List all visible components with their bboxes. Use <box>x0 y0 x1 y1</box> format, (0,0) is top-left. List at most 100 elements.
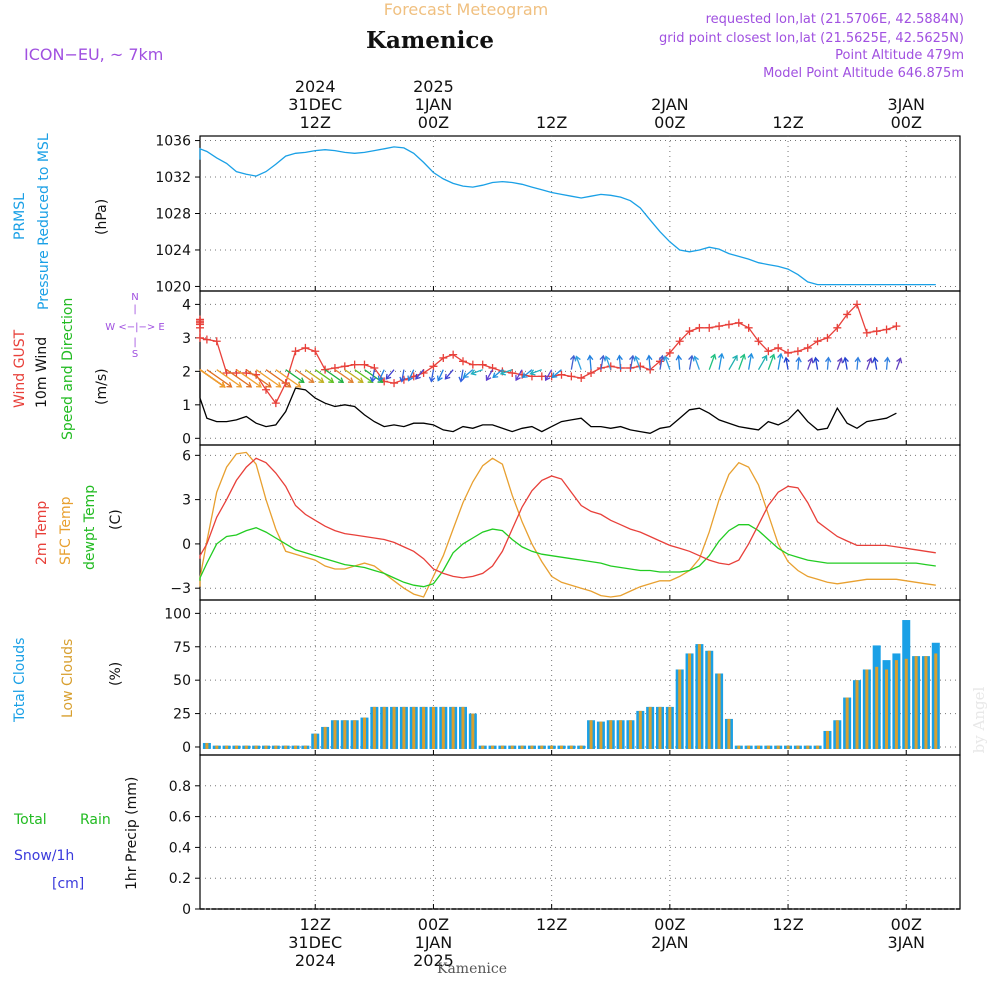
low-cloud-bar <box>234 745 238 749</box>
low-cloud-bar <box>589 720 593 749</box>
wind-direction-arrowhead <box>777 352 784 359</box>
low-cloud-bar <box>205 742 209 749</box>
low-cloud-bar <box>500 745 504 749</box>
wind-direction-arrow <box>708 354 716 370</box>
gust-marker <box>390 379 399 388</box>
total-label: Total <box>13 812 47 828</box>
wind-direction-arrowhead <box>338 377 345 383</box>
low-cloud-bar <box>619 720 623 749</box>
gust-marker <box>734 318 743 327</box>
low-cloud-bar <box>638 710 642 749</box>
wind-direction-arrow <box>785 357 789 370</box>
gust-marker <box>468 360 477 369</box>
low-cloud-bar <box>658 706 662 749</box>
grid-point: grid point closest lon,lat (21.5625E, 42… <box>659 31 964 46</box>
wind-ytick-label: 2 <box>182 364 191 380</box>
wind-direction-arrow <box>460 369 464 382</box>
bottom-axis-label: 00Z <box>891 915 922 934</box>
wind-panel-labels: Wind GUST 10m Wind Speed and Direction (… <box>12 292 165 440</box>
low-cloud-bar <box>353 720 357 749</box>
low-cloud-bar <box>934 653 938 749</box>
wind-direction-arrow <box>437 369 444 381</box>
watermark: by Angel <box>970 686 988 753</box>
low-cloud-bar <box>254 745 258 749</box>
low-cloud-bar <box>343 720 347 749</box>
wind-direction-arrowhead <box>444 373 451 380</box>
wind-direction-arrowhead <box>633 355 640 362</box>
gust-marker <box>715 322 724 331</box>
low-cloud-bar <box>855 680 859 749</box>
precip-ytick-label: 0.8 <box>169 779 191 795</box>
model-label: ICON−EU, ~ 7km <box>24 45 163 64</box>
low-cloud-bar <box>816 745 820 749</box>
low-cloud-bar <box>323 726 327 749</box>
gust-marker <box>685 327 694 336</box>
gust-marker <box>202 335 211 344</box>
gust-marker <box>458 357 467 366</box>
wind-direction-arrow <box>693 356 701 370</box>
wind-direction-arrow <box>866 358 872 370</box>
temp-ytick-label: 6 <box>182 448 191 464</box>
wind-10m-label: 10m Wind <box>34 337 50 408</box>
wind-direction-arrowhead <box>544 375 551 382</box>
wind-gust-label: Wind GUST <box>12 329 28 408</box>
gust-marker <box>330 364 339 372</box>
low-cloud-bar <box>717 673 721 749</box>
wind-direction-arrowhead <box>710 353 717 360</box>
wind-direction-arrow <box>344 369 364 383</box>
wind-direction-arrow <box>826 357 830 370</box>
top-axis-label: 2025 <box>413 77 454 96</box>
low-cloud-bar <box>845 697 849 749</box>
bottom-axis-label: 2024 <box>295 951 336 970</box>
gust-marker <box>872 327 881 336</box>
wind-direction-arrow <box>844 357 848 370</box>
compass-north-bar: | <box>133 304 136 315</box>
wind-direction-arrowhead <box>569 354 577 361</box>
low-cloud-bar <box>333 720 337 749</box>
pressure-ytick-label: 1036 <box>155 134 191 150</box>
wind-direction-arrow <box>885 357 889 370</box>
wind-direction-arrowhead <box>499 369 506 376</box>
gust-marker <box>478 360 487 369</box>
wind-direction-arrow <box>485 369 494 381</box>
wind-direction-arrow <box>777 353 782 370</box>
low-cloud-bar <box>559 745 563 749</box>
wind-direction-arrowhead <box>492 372 499 379</box>
wind-direction-arrowhead <box>783 356 790 363</box>
wind-direction-arrowhead <box>377 375 384 382</box>
wind-direction-arrowhead <box>837 357 844 364</box>
low-cloud-bar <box>924 656 928 749</box>
wind-direction-arrowhead <box>246 382 253 388</box>
gust-marker <box>833 323 842 332</box>
gust-marker <box>212 337 221 346</box>
gust-marker <box>892 322 901 331</box>
low-cloud-bar <box>422 706 426 749</box>
clouds-unit: (%) <box>108 662 124 686</box>
low-cloud-bar <box>284 745 288 749</box>
gust-marker <box>196 323 204 332</box>
wind-unit: (m/s) <box>94 368 110 405</box>
gust-marker <box>823 333 832 342</box>
wind-direction-arrow <box>570 355 575 370</box>
gust-marker <box>724 320 733 329</box>
wind-direction-arrowhead <box>586 354 594 361</box>
wind-direction-arrow <box>295 369 314 383</box>
wind-direction-arrow <box>515 369 523 381</box>
low-cloud-bar <box>648 706 652 749</box>
clouds-ytick-label: 75 <box>173 640 191 656</box>
wind-direction-arrowhead <box>842 356 849 363</box>
wind-direction-arrow <box>767 354 775 370</box>
wind-direction-arrowhead <box>529 369 536 376</box>
temp-frame <box>199 444 961 601</box>
wind-direction-arrow <box>797 357 800 370</box>
gust-marker <box>350 360 359 369</box>
precip-ytick-label: 0.4 <box>169 840 191 856</box>
low-cloud-bar <box>510 745 514 749</box>
gust-marker <box>784 348 793 357</box>
compass-north: N <box>131 292 138 303</box>
wind-direction-arrow <box>551 369 562 378</box>
wind-ytick-label: 1 <box>182 398 191 414</box>
gust-marker <box>675 337 684 346</box>
